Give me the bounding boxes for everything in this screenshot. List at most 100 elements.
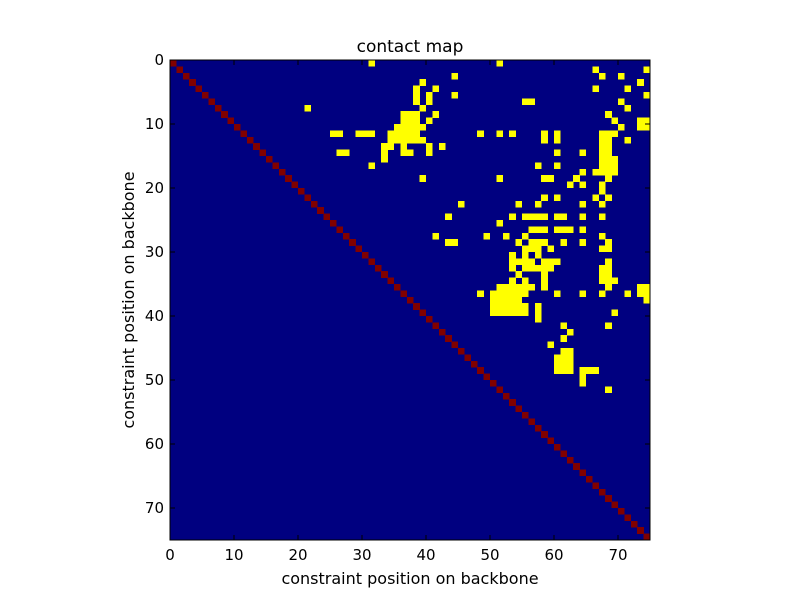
contact-cell (419, 124, 427, 131)
contact-cell (509, 264, 516, 272)
heatmap-cells (170, 60, 651, 541)
contact-cell (534, 226, 542, 233)
contact-cell (381, 149, 388, 157)
contact-cell (579, 367, 587, 374)
y-tick-label: 30 (145, 243, 164, 261)
contact-cell (541, 271, 548, 278)
contact-cell (419, 79, 427, 86)
contact-cell (528, 284, 535, 291)
contact-cell (515, 303, 523, 310)
diagonal-cell (426, 316, 433, 323)
diagonal-cell (534, 424, 542, 432)
contact-cell (598, 232, 606, 240)
diagonal-cell (349, 239, 356, 246)
contact-cell (426, 117, 433, 125)
contact-cell (381, 143, 388, 150)
contact-cell (426, 143, 433, 150)
contact-cell (541, 264, 548, 272)
contact-cell (515, 239, 523, 246)
contact-cell (496, 220, 503, 227)
contact-cell (573, 175, 580, 182)
contact-cell (534, 162, 542, 169)
diagonal-cell (579, 469, 587, 477)
y-tick-label: 0 (154, 51, 164, 69)
contact-cell (579, 373, 587, 381)
contact-cell (643, 117, 651, 125)
contact-cell (496, 290, 503, 297)
contact-cell (592, 168, 599, 176)
contact-cell (624, 85, 631, 93)
contact-cell (566, 181, 574, 189)
contact-cell (598, 290, 606, 297)
contact-cell (605, 136, 612, 144)
diagonal-cell (317, 207, 324, 214)
diagonal-cell (259, 149, 267, 157)
diagonal-cell (394, 284, 401, 291)
diagonal-cell (291, 181, 299, 189)
contact-cell (413, 92, 420, 99)
contact-cell (394, 130, 401, 137)
contact-cell (522, 264, 529, 272)
diagonal-cell (502, 392, 510, 400)
contact-cell (394, 124, 401, 131)
contact-cell (605, 175, 612, 182)
diagonal-cell (240, 130, 247, 137)
diagonal-cell (637, 527, 644, 534)
contact-cell (534, 200, 542, 208)
contact-cell (534, 303, 542, 310)
contact-cell (522, 284, 529, 291)
diagonal-cell (355, 245, 363, 253)
contact-cell (528, 258, 535, 265)
contact-cell (624, 290, 631, 297)
contact-cell (330, 130, 337, 137)
contact-cell (592, 85, 599, 93)
contact-cell (579, 226, 587, 233)
contact-cell (387, 136, 395, 144)
contact-cell (509, 258, 516, 265)
contact-cell (336, 130, 343, 137)
diagonal-cell (246, 136, 254, 144)
x-tick-label: 0 (165, 546, 175, 564)
contact-cell (406, 136, 414, 144)
diagonal-cell (598, 488, 606, 496)
x-tick-label: 60 (544, 546, 563, 564)
x-tick-label: 40 (416, 546, 435, 564)
contact-cell (483, 232, 491, 240)
contact-cell (413, 130, 420, 137)
contact-cell (381, 156, 388, 163)
contact-cell (502, 290, 510, 297)
diagonal-cell (413, 303, 420, 310)
contact-cell (522, 232, 529, 240)
contact-cell (413, 136, 420, 144)
contact-cell (554, 226, 561, 233)
x-tick-label: 10 (224, 546, 243, 564)
contact-cell (451, 72, 459, 80)
contact-cell (400, 117, 407, 125)
diagonal-cell (406, 296, 414, 304)
contact-cell (541, 277, 548, 285)
contact-cell (560, 322, 567, 329)
contact-cell (522, 98, 529, 105)
contact-cell (598, 200, 606, 208)
contact-cell (509, 290, 516, 297)
contact-cell (579, 168, 587, 176)
contact-cell (566, 348, 574, 355)
contact-cell (355, 130, 363, 137)
contact-cell (541, 136, 548, 144)
contact-cell (560, 360, 567, 368)
diagonal-cell (573, 463, 580, 470)
contact-cell (515, 271, 523, 278)
contact-cell (432, 232, 439, 240)
diagonal-cell (643, 533, 651, 541)
contact-cell (509, 252, 516, 259)
contact-cell (509, 213, 516, 221)
contact-cell (541, 130, 548, 137)
contact-cell (579, 380, 587, 387)
diagonal-cell (227, 117, 235, 125)
contact-cell (554, 354, 561, 361)
contact-cell (451, 239, 459, 246)
contact-cell (522, 303, 529, 310)
diagonal-cell (611, 501, 619, 509)
contact-cell (368, 60, 375, 67)
contact-cell (605, 245, 612, 253)
